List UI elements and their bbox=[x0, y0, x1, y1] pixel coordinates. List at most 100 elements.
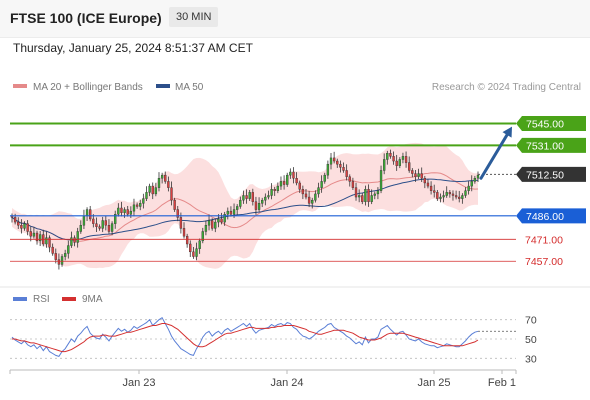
candle bbox=[17, 221, 20, 226]
candle bbox=[264, 196, 267, 201]
candle bbox=[13, 217, 17, 223]
candle bbox=[336, 160, 339, 165]
candle bbox=[442, 195, 445, 198]
candle bbox=[408, 162, 411, 171]
support-level-label: 7471.00 bbox=[525, 234, 563, 246]
candle bbox=[329, 157, 333, 165]
candle bbox=[54, 253, 57, 260]
candle bbox=[348, 176, 351, 182]
candle bbox=[254, 201, 258, 210]
candle bbox=[38, 234, 42, 242]
candle bbox=[182, 228, 186, 237]
projection-arrow-head bbox=[502, 126, 512, 138]
rsi-tick-label: 30 bbox=[525, 353, 537, 365]
projection-arrow-shaft bbox=[479, 132, 509, 180]
ma20-legend-label: MA 20 + Bollinger Bands bbox=[33, 82, 143, 93]
candle bbox=[376, 190, 380, 195]
candle bbox=[373, 193, 376, 196]
x-tick-label: Jan 23 bbox=[122, 377, 155, 389]
candle bbox=[392, 156, 395, 162]
candle bbox=[23, 223, 26, 229]
candle bbox=[145, 192, 148, 199]
candle bbox=[32, 232, 36, 237]
candle bbox=[451, 193, 455, 196]
rsi-legend-swatch bbox=[13, 297, 27, 301]
candle bbox=[317, 187, 320, 195]
candle bbox=[401, 156, 405, 160]
candle bbox=[242, 195, 245, 201]
candle bbox=[420, 173, 423, 179]
candle bbox=[114, 214, 117, 224]
last-level-label: 7512.50 bbox=[526, 169, 564, 181]
candle bbox=[282, 181, 286, 185]
candle bbox=[357, 195, 361, 198]
candle bbox=[386, 153, 389, 160]
candle bbox=[389, 153, 392, 157]
candle bbox=[458, 196, 461, 199]
candle bbox=[379, 170, 383, 191]
pivot-level-tag bbox=[516, 208, 586, 224]
candle bbox=[448, 192, 452, 195]
candle bbox=[267, 195, 270, 198]
last-level-tag bbox=[516, 166, 586, 182]
candle bbox=[95, 223, 98, 227]
rsi-line bbox=[11, 316, 479, 357]
candle bbox=[339, 163, 342, 168]
bollinger-band bbox=[12, 142, 478, 269]
candle bbox=[292, 171, 295, 179]
candle bbox=[73, 237, 76, 243]
candle bbox=[164, 174, 167, 182]
candle bbox=[51, 246, 54, 254]
candle bbox=[470, 181, 473, 187]
candle bbox=[20, 225, 23, 229]
candle bbox=[464, 190, 467, 196]
candle bbox=[67, 245, 70, 254]
candle bbox=[467, 185, 470, 191]
ma50-legend-label: MA 50 bbox=[175, 82, 204, 93]
candle bbox=[29, 231, 32, 237]
candle bbox=[311, 199, 314, 204]
candle bbox=[411, 170, 414, 174]
rsi-tick-label: 70 bbox=[525, 315, 537, 327]
candle bbox=[286, 174, 289, 185]
candle bbox=[364, 189, 367, 202]
candle bbox=[142, 198, 145, 204]
candle bbox=[192, 251, 195, 257]
price-layer bbox=[10, 142, 480, 270]
candle bbox=[214, 221, 217, 229]
candle bbox=[85, 209, 89, 217]
candle bbox=[167, 181, 170, 188]
candle bbox=[98, 226, 101, 229]
candle bbox=[126, 209, 129, 215]
target-level-label: 7545.00 bbox=[526, 118, 564, 130]
candle bbox=[157, 178, 161, 188]
candle bbox=[123, 209, 126, 213]
datetime-label: Thursday, January 25, 2024 8:51:37 AM CE… bbox=[13, 41, 253, 55]
candle bbox=[198, 240, 201, 249]
candle bbox=[151, 185, 154, 195]
rsi-ma-legend-label: 9MA bbox=[82, 294, 103, 305]
candle bbox=[57, 259, 61, 265]
candle bbox=[273, 189, 276, 191]
candle bbox=[261, 199, 264, 204]
candle bbox=[236, 206, 239, 210]
timeframe-badge[interactable]: 30 MIN bbox=[169, 7, 219, 27]
candle bbox=[301, 189, 305, 195]
candle bbox=[326, 163, 330, 176]
candle bbox=[76, 231, 79, 243]
ma50-legend-swatch bbox=[156, 84, 170, 88]
rsi-layer: 70 50 30 bbox=[10, 315, 537, 365]
candle bbox=[204, 225, 208, 232]
candle bbox=[351, 181, 355, 188]
x-tick-label: Jan 25 bbox=[417, 377, 450, 389]
candle bbox=[279, 181, 283, 187]
candle bbox=[201, 231, 204, 242]
candle bbox=[185, 235, 189, 245]
rsi-ma-line bbox=[12, 323, 479, 353]
candle bbox=[429, 185, 433, 191]
candle bbox=[245, 195, 248, 199]
candle bbox=[345, 170, 348, 177]
candle bbox=[117, 207, 120, 215]
candle bbox=[473, 178, 477, 182]
